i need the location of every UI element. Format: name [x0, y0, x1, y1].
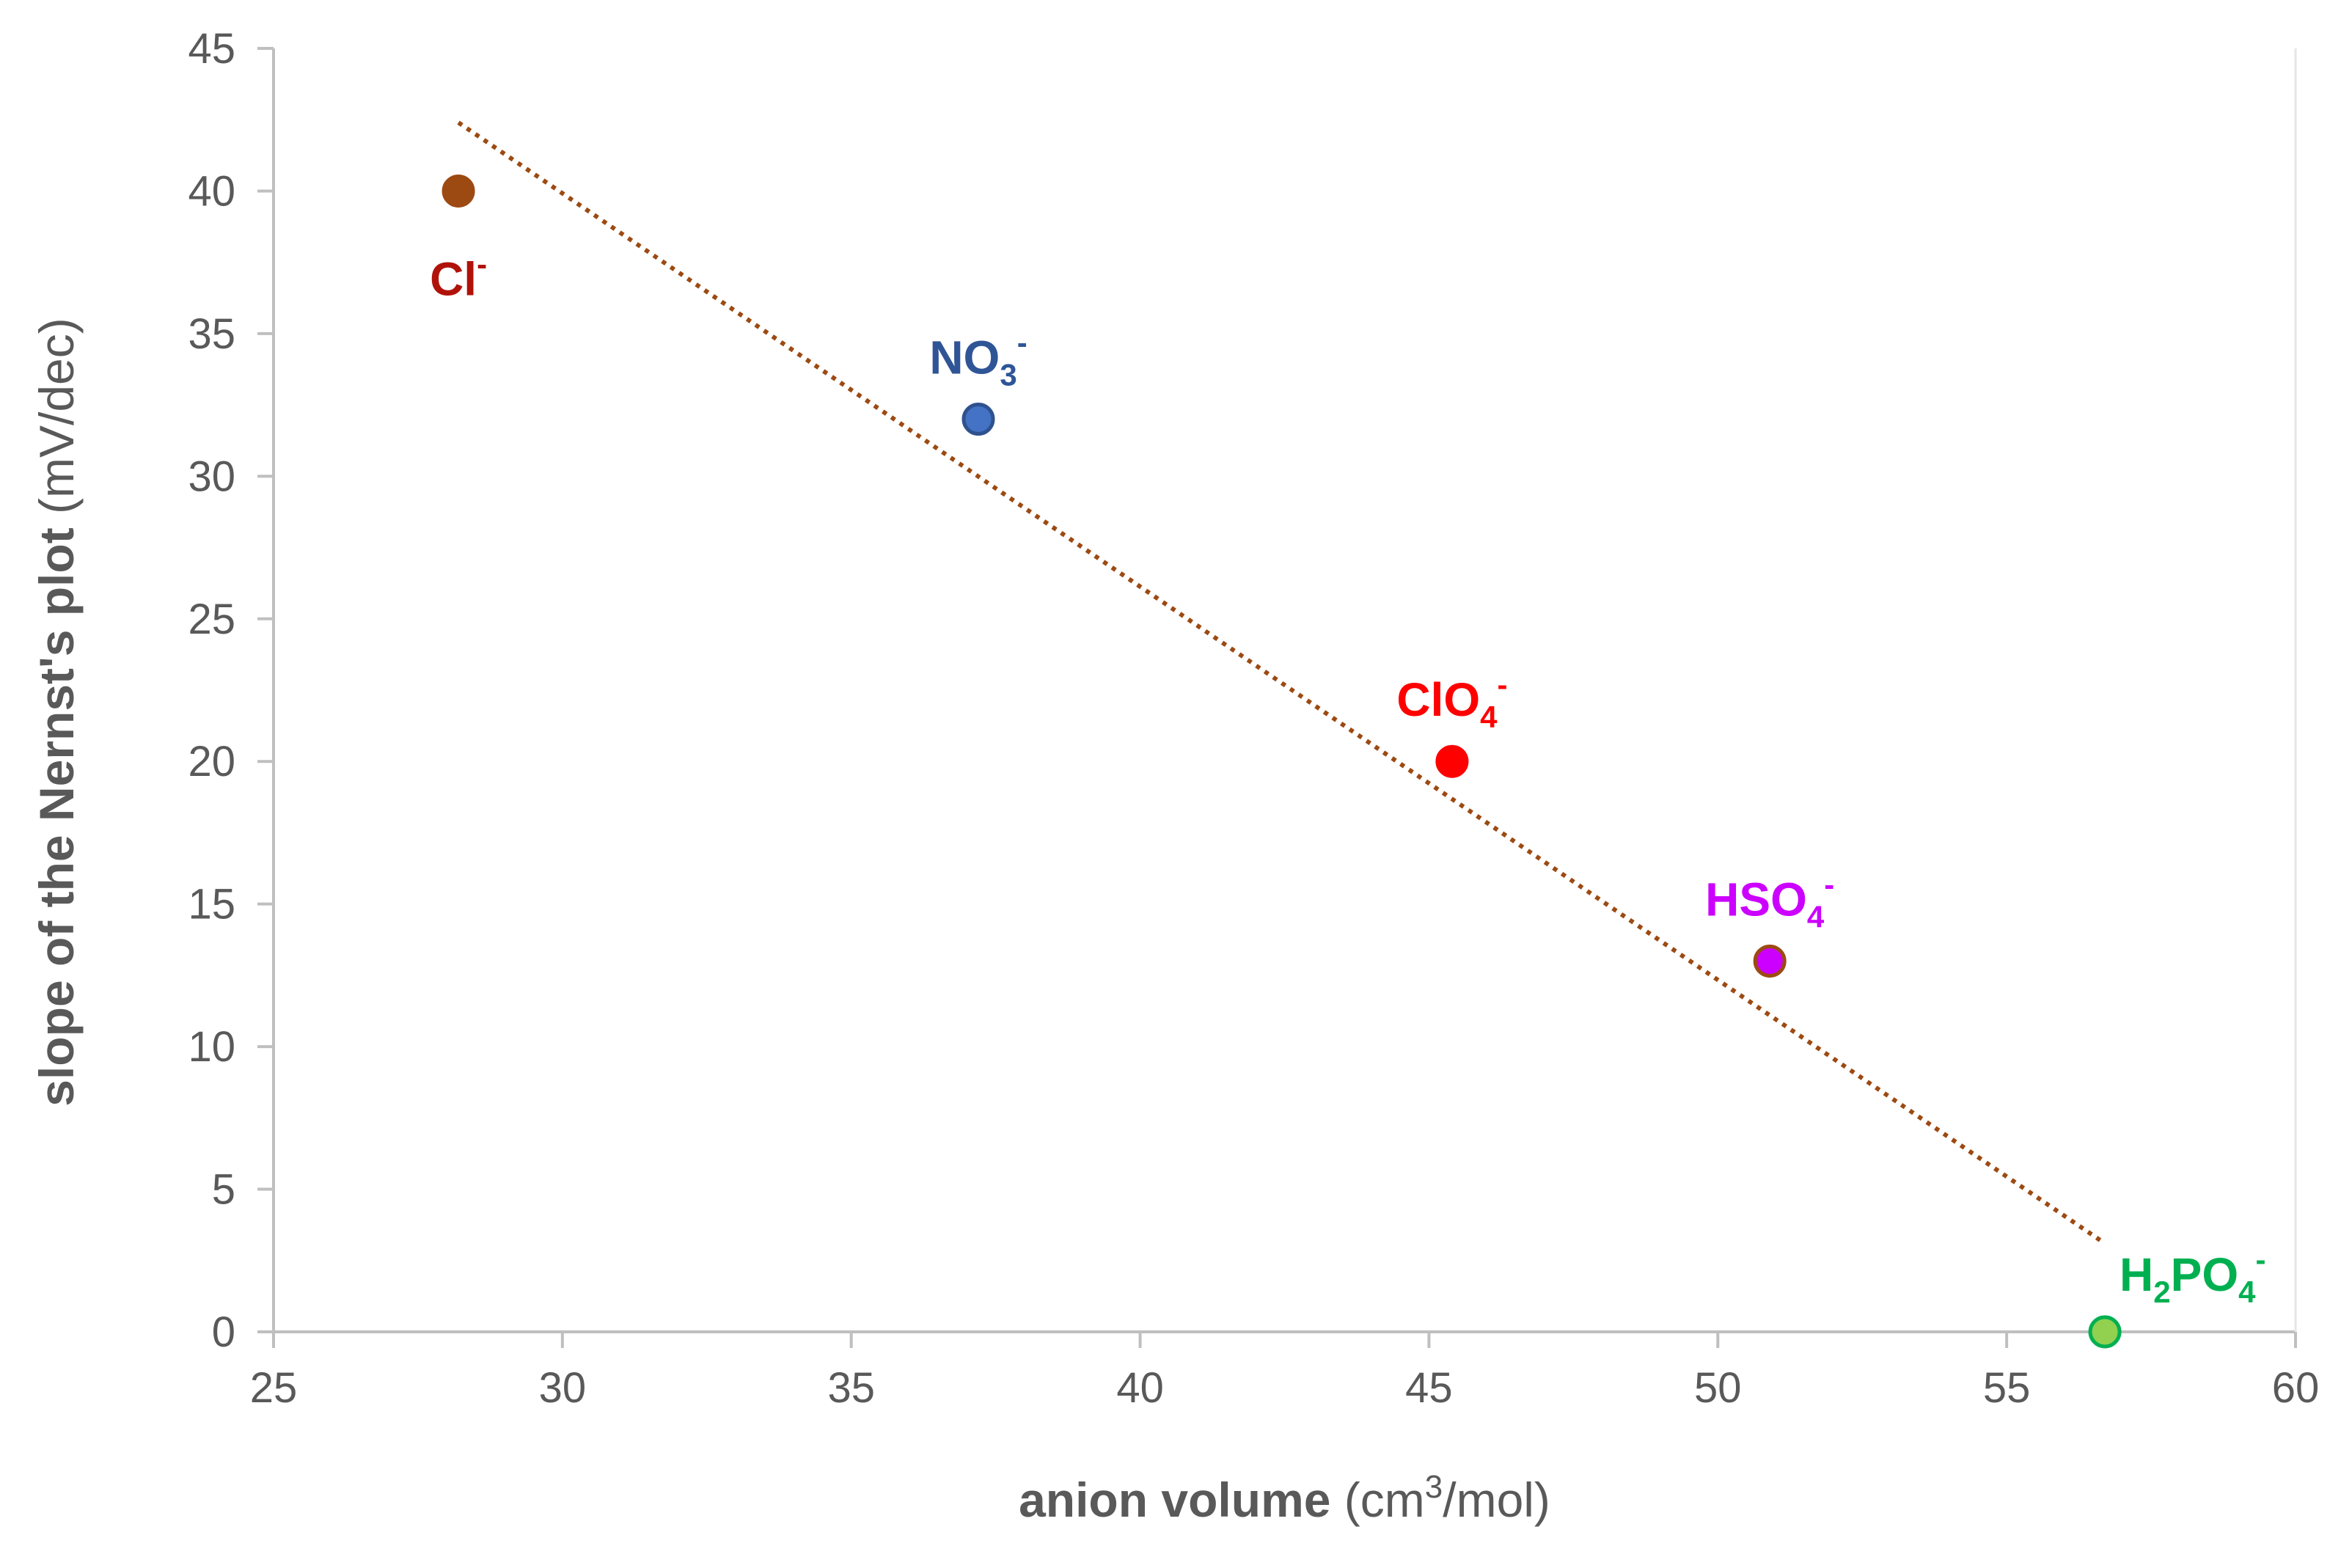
y-tick-label: 30 [188, 453, 235, 500]
point-labels: Cl- NO3- ClO4- HSO4- H2PO4- [430, 246, 2265, 1309]
y-tick-label: 0 [212, 1308, 235, 1356]
point-label-cl: Cl- [430, 246, 487, 305]
x-tick-label: 25 [250, 1364, 298, 1412]
y-tick-label: 25 [188, 596, 235, 643]
x-tick-label: 60 [2272, 1364, 2320, 1412]
y-tick-label: 35 [188, 310, 235, 358]
x-tick-label: 50 [1694, 1364, 1742, 1412]
linear-trendline [457, 120, 2106, 1245]
y-tick-label: 45 [188, 25, 235, 73]
x-tick-label: 35 [827, 1364, 875, 1412]
axis-titles: anion volume (cm3/mol) slope of the Nerns… [29, 318, 1550, 1527]
x-tick-label: 30 [539, 1364, 587, 1412]
y-tick-label: 10 [188, 1023, 235, 1071]
y-tick-label: 40 [188, 167, 235, 215]
point-label-hso4: HSO4- [1705, 867, 1834, 934]
y-tick-label: 20 [188, 738, 235, 785]
y-tick-label: 5 [212, 1166, 235, 1214]
x-tick-label: 45 [1405, 1364, 1453, 1412]
x-tick-label: 40 [1116, 1364, 1164, 1412]
data-point-h2po4 [2088, 1315, 2122, 1349]
data-point-clo4 [1435, 744, 1469, 778]
y-tick-label: 15 [188, 881, 235, 928]
data-points [442, 174, 2122, 1349]
data-point-cl [442, 174, 475, 208]
data-point-no3 [961, 403, 995, 436]
x-axis-title: anion volume (cm3/mol) [1019, 1469, 1550, 1527]
point-label-no3: NO3- [929, 326, 1027, 392]
point-label-h2po4: H2PO4- [2120, 1242, 2265, 1309]
point-label-clo4: ClO4- [1396, 667, 1507, 734]
y-axis-title: slope of the Nernst's plot (mV/dec) [29, 318, 84, 1106]
data-point-hso4 [1753, 944, 1787, 978]
axes: 25 30 35 40 45 50 55 60 0 5 10 15 20 25 30 35 40 45 [188, 25, 2319, 1412]
trendline-layer [457, 120, 2106, 1245]
x-tick-label: 55 [1983, 1364, 2031, 1412]
